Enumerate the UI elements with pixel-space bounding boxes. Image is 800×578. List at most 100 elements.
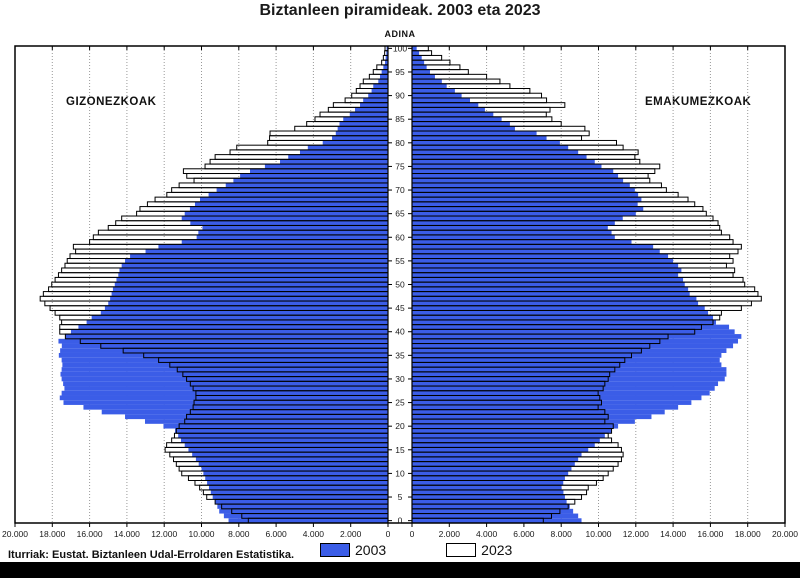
gizonezkoak-2003-age-26 [59, 395, 388, 401]
x-axis-label-right: 20.000 [772, 529, 798, 539]
gizonezkoak-2003-age-54 [121, 263, 388, 268]
gizonezkoak-2003-age-91 [371, 88, 388, 94]
plot-border [14, 45, 786, 524]
emakumezkoak-2003-age-2 [412, 508, 574, 514]
gizonezkoak-2003-age-13 [195, 456, 388, 462]
emakumezkoak-2003-age-82 [412, 131, 537, 136]
gizonezkoak-2003-age-10 [203, 471, 388, 476]
emakumezkoak-2003-age-88 [412, 102, 479, 108]
emakumezkoak-2003-age-42 [412, 319, 716, 325]
emakumezkoak-2003-age-55 [412, 258, 674, 264]
emakumezkoak-2003-age-78 [412, 149, 579, 155]
age-tick-label: 45 [395, 303, 405, 313]
gizonezkoak-2003-age-50 [114, 282, 388, 287]
gizonezkoak-2003-age-27 [61, 390, 388, 396]
emakumezkoak-2003-age-77 [412, 154, 587, 160]
gizonezkoak-2003-age-28 [64, 386, 389, 391]
emakumezkoak-2003-age-49 [412, 286, 689, 292]
gizonezkoak-2003-age-1 [223, 513, 388, 519]
emakumezkoak-2003-age-43 [412, 315, 714, 320]
emakumezkoak-2003-age-98 [412, 55, 422, 61]
emakumezkoak-2003-age-10 [412, 471, 569, 476]
x-axis-label-right: 6.000 [513, 529, 535, 539]
gizonezkoak-2003-age-76 [280, 159, 388, 165]
gizonezkoak-2003-age-34 [61, 357, 388, 363]
emakumezkoak-2003-age-64 [412, 216, 623, 221]
gizonezkoak-2003-age-23 [101, 409, 388, 415]
gizonezkoak-2003-age-72 [233, 178, 388, 183]
gizonezkoak-2003-age-97 [385, 60, 388, 65]
gizonezkoak-2003-age-93 [378, 79, 388, 84]
emakumezkoak-2003-age-92 [412, 83, 447, 89]
emakumezkoak-2003-age-34 [412, 357, 720, 363]
gizonezkoak-2003-age-12 [198, 461, 388, 467]
age-axis-title: ADINA [384, 29, 416, 39]
emakumezkoak-2003-age-67 [412, 201, 638, 207]
emakumezkoak-2003-age-54 [412, 263, 679, 268]
source-note: Iturriak: Eustat. Biztanleen Udal-Errold… [8, 549, 295, 561]
gizonezkoak-2003-age-31 [60, 371, 388, 377]
age-tick-label: 15 [395, 445, 405, 455]
emakumezkoak-2003-age-72 [412, 178, 624, 183]
gizonezkoak-2003-age-90 [368, 93, 388, 98]
gizonezkoak-2003-age-63 [190, 220, 388, 226]
emakumezkoak-2003-age-61 [412, 230, 612, 235]
legend-item-2003: 2003 [320, 542, 386, 558]
x-axis-label-left: 0 [386, 529, 391, 539]
x-axis-label-right: 10.000 [586, 529, 612, 539]
emakumezkoak-2003-age-16 [412, 442, 595, 448]
emakumezkoak-2003-age-48 [412, 291, 690, 297]
age-tick-label: 50 [395, 280, 405, 290]
gizonezkoak-2003-age-79 [307, 145, 388, 150]
gizonezkoak-2003-age-74 [249, 168, 388, 174]
emakumezkoak-2003-age-1 [412, 513, 579, 519]
gizonezkoak-2003-age-36 [60, 348, 389, 353]
gizonezkoak-2003-age-92 [373, 83, 388, 89]
gizonezkoak-2003-age-16 [184, 442, 388, 448]
gizonezkoak-2003-age-96 [383, 64, 388, 70]
gizonezkoak-2003-age-61 [198, 230, 388, 235]
gizonezkoak-2003-age-6 [210, 489, 388, 495]
emakumezkoak-2003-age-52 [412, 272, 679, 278]
gizonezkoak-2003-age-60 [196, 234, 388, 240]
emakumezkoak-2003-age-69 [412, 192, 639, 198]
emakumezkoak-2003-age-76 [412, 159, 595, 165]
gizonezkoak-2003-age-59 [181, 239, 388, 245]
age-tick-label: 10 [395, 468, 405, 478]
gizonezkoak-2003-age-56 [130, 253, 388, 259]
gizonezkoak-2003-age-95 [381, 69, 388, 75]
emakumezkoak-2003-age-14 [412, 452, 582, 457]
emakumezkoak-2003-age-53 [412, 267, 682, 273]
emakumezkoak-2003-age-87 [412, 107, 485, 113]
emakumezkoak-2003-age-74 [412, 168, 614, 174]
emakumezkoak-2003-age-31 [412, 371, 727, 377]
age-tick-label: 100 [393, 43, 407, 53]
x-axis-label-left: 10.000 [189, 529, 215, 539]
x-axis-label-right: 12.000 [623, 529, 649, 539]
gizonezkoak-2003-age-25 [63, 400, 389, 405]
emakumezkoak-2003-age-46 [412, 301, 699, 306]
emakumezkoak-2003-age-13 [412, 456, 579, 462]
emakumezkoak-2003-age-50 [412, 282, 685, 287]
age-tick-label: 70 [395, 185, 405, 195]
gizonezkoak-2003-age-24 [83, 404, 389, 410]
emakumezkoak-2003-age-26 [412, 395, 702, 401]
emakumezkoak-2003-age-95 [412, 69, 430, 75]
x-axis-label-left: 14.000 [114, 529, 140, 539]
gizonezkoak-2003-age-9 [205, 475, 388, 481]
emakumezkoak-2003-age-65 [412, 211, 636, 217]
emakumezkoak-2003-age-99 [412, 50, 420, 56]
gizonezkoak-2003-age-41 [78, 324, 388, 330]
age-tick-label: 0 [398, 516, 403, 526]
x-axis-label-right: 18.000 [735, 529, 761, 539]
x-axis-label-right: 16.000 [697, 529, 723, 539]
emakumezkoak-2003-age-9 [412, 475, 565, 481]
emakumezkoak-2003-age-45 [412, 305, 705, 311]
gizonezkoak-2003-age-32 [61, 367, 388, 372]
emakumezkoak-2003-age-3 [412, 504, 570, 509]
gizonezkoak-2003-age-20 [163, 423, 388, 429]
gizonezkoak-2003-age-52 [118, 272, 389, 278]
age-tick-label: 75 [395, 161, 405, 171]
gizonezkoak-2003-age-18 [178, 433, 388, 438]
